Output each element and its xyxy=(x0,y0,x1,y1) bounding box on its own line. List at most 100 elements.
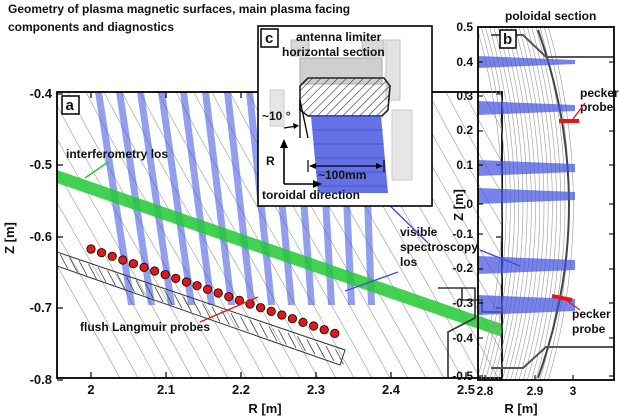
langmuir-probe xyxy=(150,266,160,276)
panel-b: b poloidal section pecker probe pecker p… xyxy=(451,9,619,416)
probe-hatch-line xyxy=(107,270,116,286)
flux-line xyxy=(139,92,301,378)
probe-hatch-line xyxy=(335,349,344,365)
probe-hatch-line xyxy=(97,266,107,283)
antenna-structure xyxy=(290,39,310,57)
panel-b-ytick: -0.2 xyxy=(452,261,473,275)
probe-hatch-line xyxy=(249,319,259,335)
langmuir-probe xyxy=(298,317,308,327)
panel-a-ytick: -0.4 xyxy=(30,86,53,101)
los-band xyxy=(478,256,575,274)
los-band xyxy=(137,92,175,305)
width-arrowhead xyxy=(309,163,316,169)
panel-b-letter: b xyxy=(503,31,512,48)
flux-line xyxy=(57,233,139,378)
probe-hatch-line xyxy=(306,339,316,355)
probe-hatch-line xyxy=(88,263,97,280)
langmuir-probe xyxy=(128,259,138,269)
flux-line xyxy=(522,27,549,380)
panel-a-ylabel: Z [m] xyxy=(2,222,17,254)
langmuir-probes xyxy=(86,244,340,338)
probe-hatch-line xyxy=(287,332,297,349)
antenna-structure xyxy=(361,39,385,57)
angle-label: ~10 ° xyxy=(262,109,291,123)
pecker-bottom-label: probe xyxy=(572,322,606,336)
langmuir-probe xyxy=(97,248,107,258)
flux-line xyxy=(501,27,528,380)
panel-c-title: antenna limiter xyxy=(296,30,382,44)
panel-b-letter-box xyxy=(499,29,517,49)
flux-line xyxy=(480,27,507,380)
panel-b-ytick: -0.5 xyxy=(452,369,473,383)
panel-b-flux-surfaces xyxy=(478,27,574,380)
langmuir-probe xyxy=(255,303,266,313)
interferometry-pointer xyxy=(84,161,109,179)
panel-b-ytick: -0.3 xyxy=(452,296,473,310)
panel-b-xtick: 2.9 xyxy=(527,384,544,398)
panel-b-ytick: 0.2 xyxy=(456,123,473,137)
flux-line xyxy=(497,27,524,380)
figure-title-line1: Geometry of plasma magnetic surfaces, ma… xyxy=(8,2,350,16)
figure-title-line2: components and diagnostics xyxy=(8,20,174,34)
langmuir-probe xyxy=(213,288,223,298)
panel-c-letter: c xyxy=(265,30,273,47)
flux-line xyxy=(514,27,541,380)
flux-line xyxy=(493,27,520,380)
limiter-outline xyxy=(438,287,476,378)
panel-a-xtick: 2.4 xyxy=(382,382,401,397)
width-arrowhead xyxy=(376,163,383,169)
panel-c: ~10 ° ~100mm R toroidal direction c ante… xyxy=(257,25,433,207)
flux-line xyxy=(463,92,502,163)
flux-line xyxy=(481,92,502,131)
flux-line xyxy=(157,92,319,378)
panel-b-ytick: 0.4 xyxy=(456,55,473,69)
probe-hatch-line xyxy=(316,342,325,358)
probe-strip-outline xyxy=(57,251,346,366)
los-band xyxy=(478,188,575,204)
probe-hatch-line xyxy=(173,293,183,309)
los-band xyxy=(180,92,215,305)
panel-a-ytick: -0.5 xyxy=(30,157,52,172)
width-label: ~100mm xyxy=(318,168,366,182)
panel-b-ytick: 0 xyxy=(466,197,473,211)
probe-hatch-line xyxy=(240,316,249,332)
panel-a-letter-box xyxy=(61,95,80,115)
langmuir-probe xyxy=(203,284,213,294)
panel-b-ytick: 0.5 xyxy=(456,20,473,34)
probe-hatch-line xyxy=(154,286,164,303)
langmuir-probe xyxy=(192,281,202,291)
panel-a-xtick: 2.3 xyxy=(307,382,325,397)
probe-hatch-line xyxy=(135,280,145,296)
probe-hatch-line xyxy=(202,303,211,319)
probe-hatch-line xyxy=(59,253,69,270)
langmuir-probe xyxy=(118,255,128,265)
probe-hatch-line xyxy=(78,260,88,276)
probe-hatch-line xyxy=(192,299,202,316)
panel-c-title: horizontal section xyxy=(282,45,385,59)
flux-line xyxy=(485,27,511,380)
probe-hatch-line xyxy=(278,329,287,345)
panel-b-ytick: -0.4 xyxy=(452,331,473,345)
langmuir-probe xyxy=(171,273,181,283)
toroidal-arrowhead xyxy=(313,180,322,188)
flux-line xyxy=(535,27,562,380)
panel-b-ytick: 0.3 xyxy=(456,89,473,103)
panel-a: a 2 2.1 2.2 2.3 2.4 2.5 R [m] -0.4 -0.5 … xyxy=(2,86,521,416)
langmuir-probe xyxy=(160,270,170,280)
pecker-top-pointer xyxy=(572,102,586,120)
panel-c-letter-box xyxy=(260,28,279,48)
antenna-structure xyxy=(269,89,285,127)
panel-a-xlabel: R [m] xyxy=(248,401,281,416)
toroidal-label: toroidal direction xyxy=(262,188,360,202)
pecker-top-label: probe xyxy=(580,100,614,114)
langmuir-probe xyxy=(139,262,149,272)
flux-line xyxy=(518,27,545,380)
panel-b-ylabel: Z [m] xyxy=(451,189,466,221)
flux-line xyxy=(57,138,193,378)
probe-hatch-line xyxy=(69,257,78,273)
spectroscopy-label: spectroscopy xyxy=(400,240,478,254)
flux-line xyxy=(57,170,175,378)
flux-line xyxy=(229,92,391,378)
panel-b-title: poloidal section xyxy=(505,9,596,23)
probe-hatch-line xyxy=(325,345,335,362)
